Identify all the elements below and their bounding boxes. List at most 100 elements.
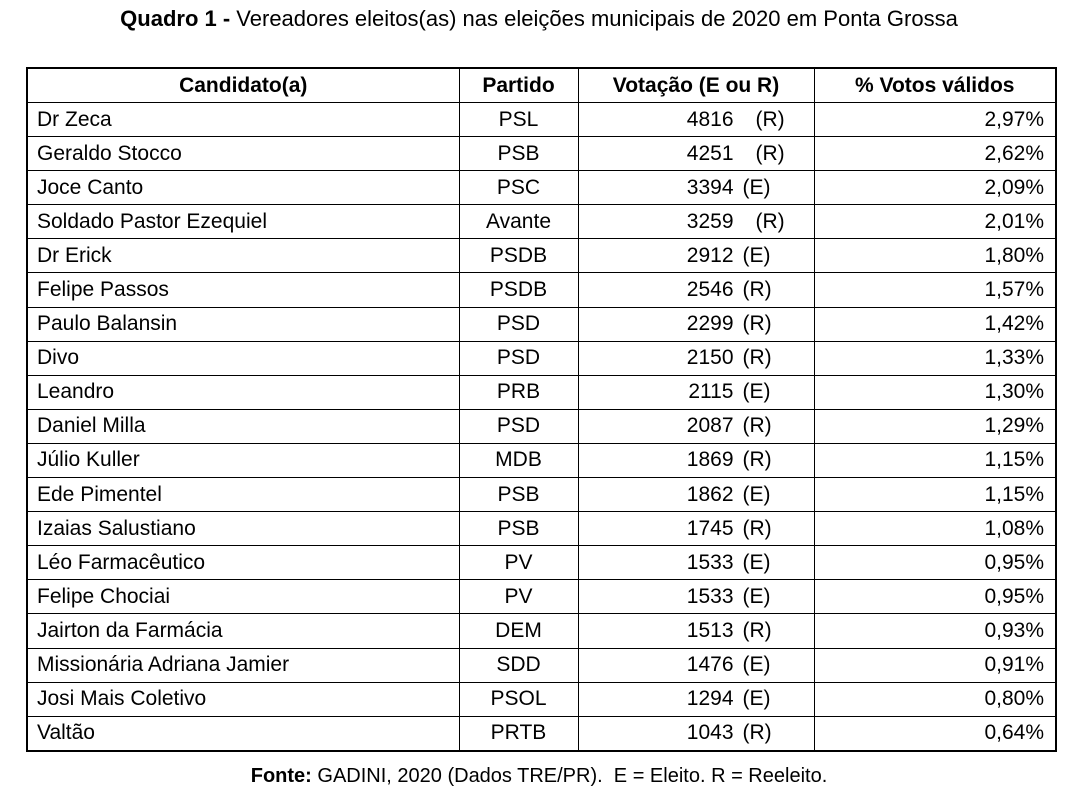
- party-abbreviation: SDD: [458, 647, 579, 683]
- table-row: Dr Erick PSDB 2912 (E) 1,80%: [26, 238, 1057, 274]
- vote-count: 4816: [686, 107, 734, 131]
- party-abbreviation: PSC: [458, 170, 579, 206]
- table-row: Josi Mais Coletivo PSOL 1294 (E) 0,80%: [26, 681, 1057, 717]
- table-row: Izaias Salustiano PSB 1745 (R) 1,08%: [26, 511, 1057, 547]
- table-row: Ede Pimentel PSB 1862 (E) 1,15%: [26, 477, 1057, 513]
- table-row: Soldado Pastor Ezequiel Avante 3259 (R) 2…: [26, 204, 1057, 240]
- table-row: Felipe Passos PSDB 2546 (R) 1,57%: [26, 272, 1057, 308]
- candidate-name: Missionária Adriana Jamier: [26, 647, 460, 683]
- votes-cell: 2299 (R): [577, 306, 815, 342]
- table-row: Leandro PRB 2115 (E) 1,30%: [26, 374, 1057, 410]
- vote-status-marker: (E): [742, 380, 771, 404]
- candidate-name: Izaias Salustiano: [26, 511, 460, 547]
- table-row: Valtão PRTB 1043 (R) 0,64%: [26, 715, 1057, 752]
- party-abbreviation: PV: [458, 545, 579, 581]
- votes-cell: 1862 (E): [577, 477, 815, 513]
- pct-valid-votes: 1,57%: [813, 272, 1057, 308]
- caption-text: Vereadores eleitos(as) nas eleições muni…: [236, 6, 958, 31]
- candidate-name: Dr Zeca: [26, 101, 460, 138]
- vote-status-marker: (R): [742, 448, 772, 472]
- party-abbreviation: PSD: [458, 340, 579, 376]
- vote-count: 2299: [686, 312, 734, 336]
- votes-cell: 2087 (R): [577, 408, 815, 444]
- vote-status-marker: (R): [742, 346, 772, 370]
- pct-valid-votes: 1,42%: [813, 306, 1057, 342]
- candidate-name: Léo Farmacêutico: [26, 545, 460, 581]
- vote-count: 2546: [686, 278, 734, 302]
- votes-cell: 1513 (R): [577, 613, 815, 649]
- pct-valid-votes: 2,09%: [813, 170, 1057, 206]
- candidate-name: Felipe Chociai: [26, 579, 460, 615]
- votes-cell: 1869 (R): [577, 442, 815, 479]
- vote-status-marker: (R): [742, 721, 772, 745]
- header-votes: Votação (E ou R): [577, 67, 815, 103]
- candidate-name: Daniel Milla: [26, 408, 460, 444]
- table-row: Geraldo Stocco PSB 4251 (R) 2,62%: [26, 136, 1057, 172]
- votes-cell: 3394 (E): [577, 170, 815, 206]
- vote-count: 1533: [686, 584, 734, 608]
- votes-cell: 1294 (E): [577, 681, 815, 717]
- candidate-name: Valtão: [26, 715, 460, 752]
- header-pct: % Votos válidos: [813, 67, 1057, 103]
- vote-status-marker: (R): [755, 209, 785, 233]
- candidate-name: Paulo Balansin: [26, 306, 460, 342]
- votes-cell: 4251 (R): [577, 136, 815, 172]
- table-row: Joce Canto PSC 3394 (E) 2,09%: [26, 170, 1057, 206]
- votes-cell: 2150 (R): [577, 340, 815, 376]
- votes-cell: 1533 (E): [577, 579, 815, 615]
- vote-count: 2087: [686, 414, 734, 438]
- vote-status-marker: (E): [742, 550, 771, 574]
- vote-count: 4251: [686, 141, 734, 165]
- pct-valid-votes: 2,62%: [813, 136, 1057, 172]
- vote-status-marker: (R): [742, 618, 772, 642]
- candidate-name: Joce Canto: [26, 170, 460, 206]
- votes-cell: 1745 (R): [577, 511, 815, 547]
- candidate-name: Ede Pimentel: [26, 477, 460, 513]
- party-abbreviation: PSOL: [458, 681, 579, 717]
- party-abbreviation: PSDB: [458, 238, 579, 274]
- vote-status-marker: (R): [742, 516, 772, 540]
- pct-valid-votes: 2,97%: [813, 101, 1057, 138]
- party-abbreviation: PSD: [458, 408, 579, 444]
- party-abbreviation: PSB: [458, 511, 579, 547]
- table-row: Jairton da Farmácia DEM 1513 (R) 0,93%: [26, 613, 1057, 649]
- party-abbreviation: MDB: [458, 442, 579, 479]
- table-row: Felipe Chociai PV 1533 (E) 0,95%: [26, 579, 1057, 615]
- table-row: Dr Zeca PSL 4816 (R) 2,97%: [26, 101, 1057, 138]
- pct-valid-votes: 1,08%: [813, 511, 1057, 547]
- party-abbreviation: PRB: [458, 374, 579, 410]
- votes-cell: 4816 (R): [577, 101, 815, 138]
- source-label: Fonte:: [250, 765, 312, 787]
- pct-valid-votes: 0,95%: [813, 579, 1057, 615]
- candidate-name: Josi Mais Coletivo: [26, 681, 460, 717]
- pct-valid-votes: 1,80%: [813, 238, 1057, 274]
- vote-status-marker: (E): [742, 584, 771, 608]
- pct-valid-votes: 1,33%: [813, 340, 1057, 376]
- pct-valid-votes: 0,93%: [813, 613, 1057, 649]
- candidate-name: Geraldo Stocco: [26, 136, 460, 172]
- header-party: Partido: [458, 67, 579, 103]
- pct-valid-votes: 0,64%: [813, 715, 1057, 752]
- candidate-name: Dr Erick: [26, 238, 460, 274]
- vote-count: 1513: [686, 618, 734, 642]
- candidate-name: Leandro: [26, 374, 460, 410]
- party-abbreviation: PSB: [458, 136, 579, 172]
- vote-count: 1862: [686, 482, 734, 506]
- pct-valid-votes: 0,80%: [813, 681, 1057, 717]
- votes-cell: 2912 (E): [577, 238, 815, 274]
- vote-status-marker: (E): [742, 482, 771, 506]
- party-abbreviation: PRTB: [458, 715, 579, 752]
- table-row: Divo PSD 2150 (R) 1,33%: [26, 340, 1057, 376]
- table-row: Daniel Milla PSD 2087 (R) 1,29%: [26, 408, 1057, 444]
- table-header: Candidato(a) Partido Votação (E ou R) % …: [26, 67, 1057, 103]
- vote-status-marker: (R): [755, 141, 785, 165]
- party-abbreviation: PSL: [458, 101, 579, 138]
- vote-count: 1476: [686, 653, 734, 677]
- table-body: Dr Zeca PSL 4816 (R) 2,97% Geraldo Stocco…: [26, 101, 1057, 752]
- vote-count: 3259: [686, 209, 734, 233]
- candidate-name: Júlio Kuller: [26, 442, 460, 479]
- party-abbreviation: PSD: [458, 306, 579, 342]
- vote-count: 2115: [688, 380, 734, 404]
- party-abbreviation: PV: [458, 579, 579, 615]
